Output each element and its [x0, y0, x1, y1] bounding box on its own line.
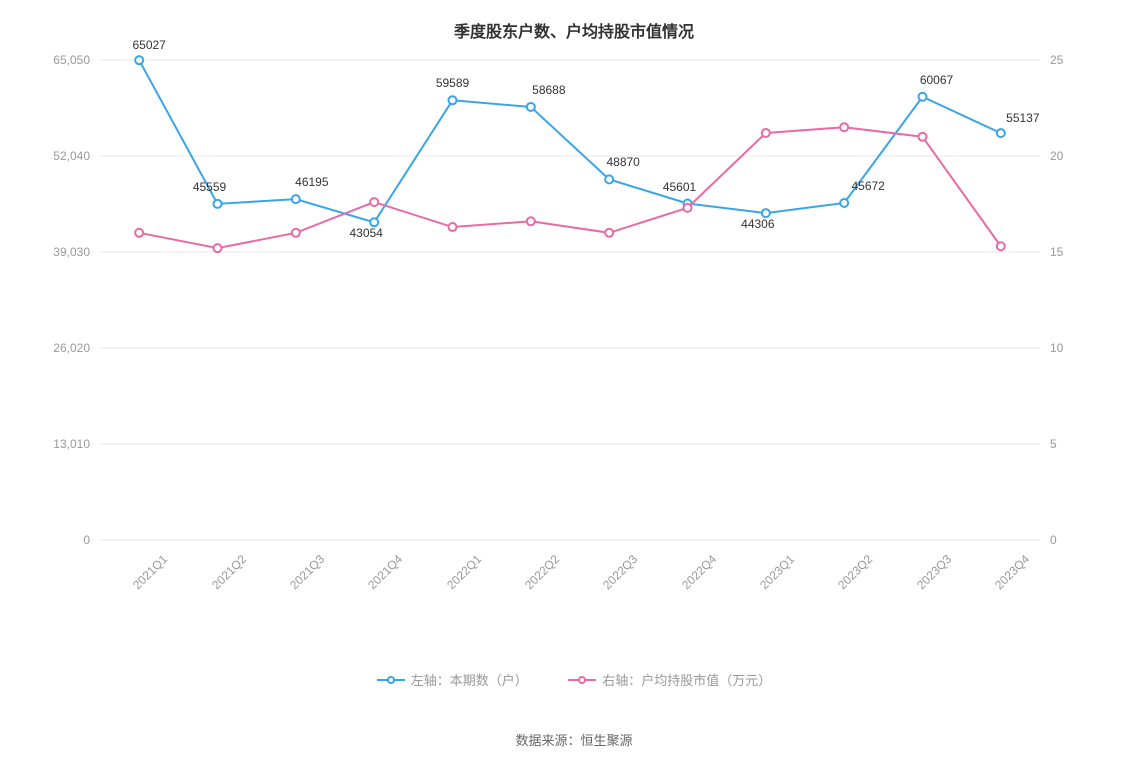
legend-item-series-1[interactable]: 左轴：本期数（户） [377, 670, 528, 689]
y-right-tick-label: 10 [1050, 341, 1090, 355]
y-left-tick-label: 0 [30, 533, 90, 547]
chart-plot-area: 013,01026,02039,03052,04065,050 05101520… [100, 60, 1040, 540]
x-axis: 2021Q1 2021Q2 2021Q3 2021Q4 2022Q1 2022Q2 2022… [100, 540, 1040, 600]
x-tick-label: 2023Q4 [992, 552, 1032, 592]
x-tick-label: 2022Q3 [600, 552, 640, 592]
y-right-tick-label: 5 [1050, 437, 1090, 451]
x-tick-label: 2021Q4 [365, 552, 405, 592]
x-tick-label: 2023Q1 [757, 552, 797, 592]
legend-label-1: 左轴：本期数（户） [411, 670, 528, 689]
data-point-label: 48870 [606, 155, 639, 169]
chart-legend: 左轴：本期数（户） 右轴：户均持股市值（万元） [0, 670, 1148, 691]
x-tick-label: 2022Q1 [444, 552, 484, 592]
data-point-label: 45672 [851, 179, 884, 193]
x-tick-label: 2021Q1 [130, 552, 170, 592]
legend-swatch-2 [568, 674, 596, 686]
data-point-label: 60067 [920, 73, 953, 87]
chart-svg [100, 60, 1040, 540]
y-axis-right: 0510152025 [1050, 60, 1090, 540]
data-point-label: 44306 [741, 217, 774, 231]
y-right-tick-label: 25 [1050, 53, 1090, 67]
y-axis-left: 013,01026,02039,03052,04065,050 [30, 60, 90, 540]
data-point-label: 65027 [132, 38, 165, 52]
legend-label-2: 右轴：户均持股市值（万元） [602, 670, 771, 689]
y-left-tick-label: 26,020 [30, 341, 90, 355]
data-point-label: 43054 [349, 226, 382, 240]
data-point-label: 58688 [532, 83, 565, 97]
legend-swatch-1 [377, 674, 405, 686]
y-left-tick-label: 52,040 [30, 149, 90, 163]
data-point-label: 46195 [295, 175, 328, 189]
chart-source: 数据来源：恒生聚源 [0, 730, 1148, 749]
y-left-tick-label: 39,030 [30, 245, 90, 259]
data-point-label: 55137 [1006, 111, 1039, 125]
data-point-label: 45559 [193, 180, 226, 194]
y-left-tick-label: 65,050 [30, 53, 90, 67]
y-right-tick-label: 15 [1050, 245, 1090, 259]
y-right-tick-label: 20 [1050, 149, 1090, 163]
x-tick-label: 2021Q2 [209, 552, 249, 592]
x-tick-label: 2022Q2 [522, 552, 562, 592]
legend-item-series-2[interactable]: 右轴：户均持股市值（万元） [568, 670, 771, 689]
chart-title: 季度股东户数、户均持股市值情况 [0, 0, 1148, 42]
x-tick-label: 2022Q4 [679, 552, 719, 592]
y-right-tick-label: 0 [1050, 533, 1090, 547]
y-left-tick-label: 13,010 [30, 437, 90, 451]
x-tick-label: 2021Q3 [287, 552, 327, 592]
x-tick-label: 2023Q2 [835, 552, 875, 592]
data-point-label: 45601 [663, 180, 696, 194]
x-tick-label: 2023Q3 [914, 552, 954, 592]
data-point-label: 59589 [436, 76, 469, 90]
